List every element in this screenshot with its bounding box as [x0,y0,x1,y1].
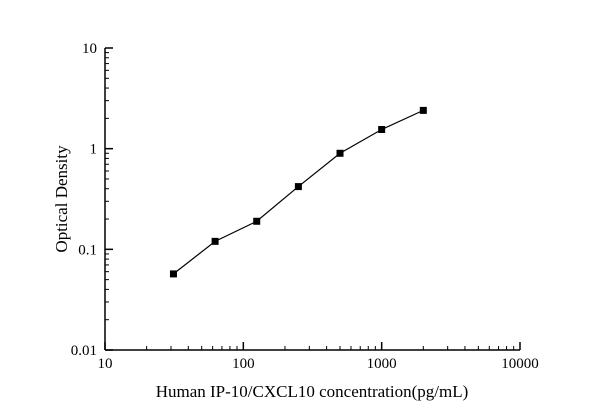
data-point-marker [378,126,386,134]
y-axis-label: Optical Density [52,145,71,253]
standard-curve-line [173,109,424,275]
x-tick-label: 1000 [367,356,397,372]
data-point-marker [211,237,219,245]
x-axis-label: Human IP-10/CXCL10 concentration(pg/mL) [155,382,469,401]
data-point-marker [294,183,302,191]
data-point-marker [419,106,427,114]
y-tick-label: 1 [90,142,98,158]
y-tick-label: 0.01 [71,343,97,359]
data-point-marker [169,270,177,278]
y-tick-label: 10 [82,41,97,57]
data-point-marker [336,149,344,157]
x-tick-label: 10000 [501,356,539,372]
data-point-marker [253,217,261,225]
y-tick-label: 0.1 [78,242,97,258]
x-tick-label: 10 [98,356,113,372]
x-tick-label: 100 [232,356,255,372]
